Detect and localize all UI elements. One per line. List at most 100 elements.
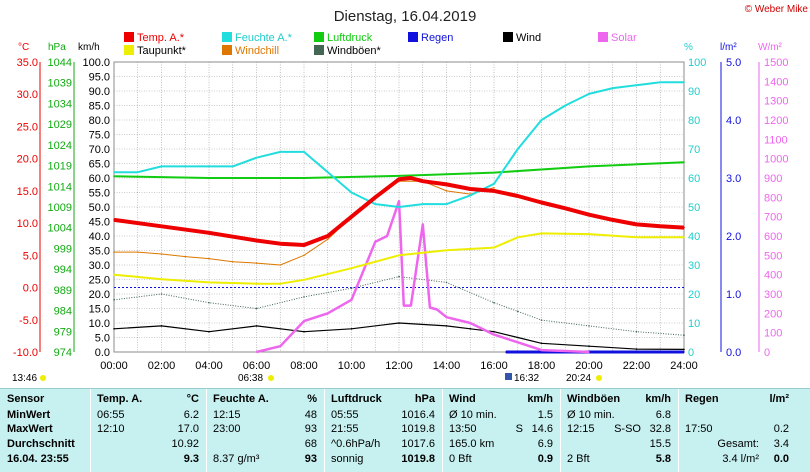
stats-header-wind: Wind <box>449 393 476 405</box>
data-point <box>137 171 139 173</box>
data-point <box>564 104 567 107</box>
data-point <box>255 239 258 242</box>
wind-tick-label: 5.0 <box>95 333 110 345</box>
stats-value-row: 8.37 g/m³ 93 <box>207 452 325 466</box>
data-point <box>493 190 495 192</box>
data-point <box>493 246 495 249</box>
stats-value-row: 0 Bft 0.9 <box>443 452 561 466</box>
pressure-tick-label: 1034 <box>48 98 72 110</box>
stats-label-column: Sensor MinWert MaxWert Durchschnitt 16.04. 2… <box>0 389 90 472</box>
temp-tick-label: 20.0 <box>17 154 38 166</box>
stats-time: 23:00 <box>213 423 241 435</box>
stats-value: 1019.8 <box>401 423 435 435</box>
stats-col-wind: Wind km/h Ø 10 min. 1.5 13:50 S 14.6 165.0 km 6.… <box>442 389 561 472</box>
stats-time: Ø 10 min. <box>567 409 615 421</box>
temp-tick-label: 15.0 <box>17 186 38 198</box>
data-point <box>160 165 163 168</box>
data-point <box>303 330 305 333</box>
stats-table: Sensor MinWert MaxWert Durchschnitt 16.04. 2… <box>0 388 810 472</box>
stats-time: 06:55 <box>97 409 125 421</box>
data-point <box>303 296 305 298</box>
data-point <box>659 81 662 84</box>
axis-units: °C hPa km/h % l/m² W/m² <box>18 42 783 53</box>
x-tick-label: 06:00 <box>243 360 271 372</box>
stats-extra: S-SO <box>614 423 641 435</box>
x-tick-label: 00:00 <box>100 360 128 372</box>
stats-value-row: 10.92 <box>91 437 207 451</box>
legend-dewpoint: Taupunkt* <box>137 45 187 57</box>
data-point <box>683 226 685 229</box>
stats-value: 93 <box>304 423 317 435</box>
data-point <box>279 151 282 153</box>
data-point <box>279 345 282 348</box>
pressure-tick-label: 984 <box>54 306 72 318</box>
legend-solar: Solar <box>611 32 637 44</box>
data-point <box>469 322 472 324</box>
data-point <box>588 351 590 353</box>
data-point <box>612 351 614 353</box>
temp-tick-label: 10.0 <box>17 218 38 230</box>
data-point <box>208 301 210 304</box>
wind-tick-label: 85.0 <box>89 101 110 113</box>
stats-time: 12:15 <box>567 423 595 435</box>
stats-time: 2 Bft <box>567 453 590 465</box>
humidity-tick-label: 90 <box>688 86 700 98</box>
data-point <box>635 223 638 226</box>
data-point <box>303 279 305 281</box>
legend-windchill-swatch <box>222 45 232 55</box>
weather-chart: Dienstag, 16.04.2019 © Weber Mike Temp. … <box>12 4 808 384</box>
data-point <box>445 249 448 251</box>
data-point <box>350 287 353 290</box>
data-point <box>588 345 590 348</box>
pressure-tick-label: 1044 <box>48 57 72 69</box>
humidity-tick-label: 0 <box>688 347 694 359</box>
stats-time: ^0.6hPa/h <box>331 438 381 450</box>
wind-tick-label: 45.0 <box>89 217 110 229</box>
wind-tick-label: 95.0 <box>89 72 110 84</box>
data-point <box>303 244 305 246</box>
stats-time: 0 Bft <box>449 453 472 465</box>
stats-time: sonnig <box>331 453 364 465</box>
stats-value-row: 165.0 km 6.9 <box>443 437 561 451</box>
data-point <box>255 262 258 264</box>
solar-tick-label: 0 <box>764 347 770 359</box>
data-point <box>683 334 685 337</box>
data-point <box>445 203 448 205</box>
data-point <box>398 200 400 202</box>
data-point <box>445 316 448 319</box>
stats-value-row <box>679 408 797 422</box>
series-line-solar <box>256 199 590 354</box>
stats-row-label-text: Sensor <box>7 393 45 405</box>
data-point <box>327 235 329 237</box>
stats-header-row: Regen l/m² <box>679 392 797 406</box>
data-point <box>540 232 543 235</box>
legend-wind: Wind <box>516 32 541 44</box>
data-point <box>635 348 638 350</box>
data-point <box>635 351 638 353</box>
stats-header-temp: Temp. A. <box>97 393 143 405</box>
data-point <box>255 351 258 353</box>
pressure-tick-label: 994 <box>54 264 72 276</box>
humidity-tick-label: 60 <box>688 173 700 185</box>
data-point <box>517 336 519 339</box>
stats-unit-temp: °C <box>186 393 199 405</box>
data-point <box>398 322 400 324</box>
x-tick-label: 20:00 <box>575 360 603 372</box>
pressure-tick-label: 974 <box>54 347 72 359</box>
stats-time: 165.0 km <box>449 438 495 450</box>
temp-tick-label: 35.0 <box>17 57 38 69</box>
moonrise-time: 13:46 <box>12 373 37 384</box>
data-point <box>303 151 305 153</box>
data-point <box>612 87 614 89</box>
data-point <box>588 165 590 168</box>
humidity-tick-label: 10 <box>688 318 700 330</box>
stats-value: 3.4 <box>773 438 789 450</box>
stats-value: 5.8 <box>655 453 671 465</box>
stats-value: 93 <box>304 453 317 465</box>
legend-rain-swatch <box>408 32 418 42</box>
data-point <box>350 215 353 218</box>
data-point <box>160 325 163 327</box>
stats-value: 48 <box>304 409 317 421</box>
data-point <box>517 310 519 313</box>
stats-row-label-text: MaxWert <box>7 423 53 435</box>
